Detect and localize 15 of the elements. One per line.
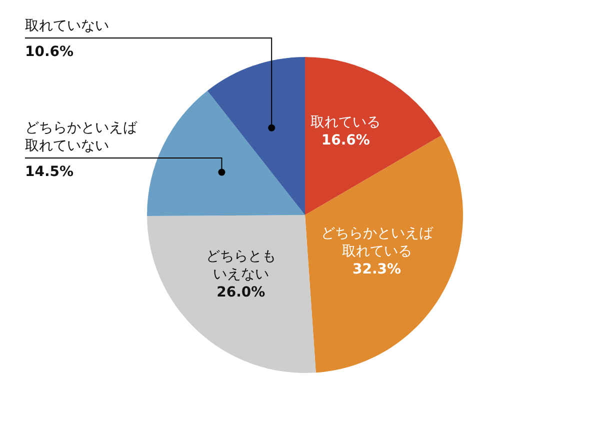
slice-label: 取れている <box>310 114 381 131</box>
slice-label: どちらともいえない <box>206 248 276 283</box>
pie-slice <box>207 57 305 215</box>
slice-label: どちらかといえば取れている <box>320 226 434 260</box>
data-label: 26.0% <box>216 284 266 301</box>
slice-label: 取れていない <box>25 18 109 34</box>
data-label: 16.6% <box>321 132 370 149</box>
data-label: 32.3% <box>352 262 402 278</box>
data-label: 14.5% <box>25 164 74 180</box>
pie-slice <box>305 135 463 373</box>
pie-slice <box>305 57 442 215</box>
pie-slice <box>147 215 316 373</box>
data-label: 10.6% <box>25 44 74 60</box>
pie-slice <box>147 90 305 216</box>
slice-label: どちらかといえば取れていない <box>25 120 138 154</box>
